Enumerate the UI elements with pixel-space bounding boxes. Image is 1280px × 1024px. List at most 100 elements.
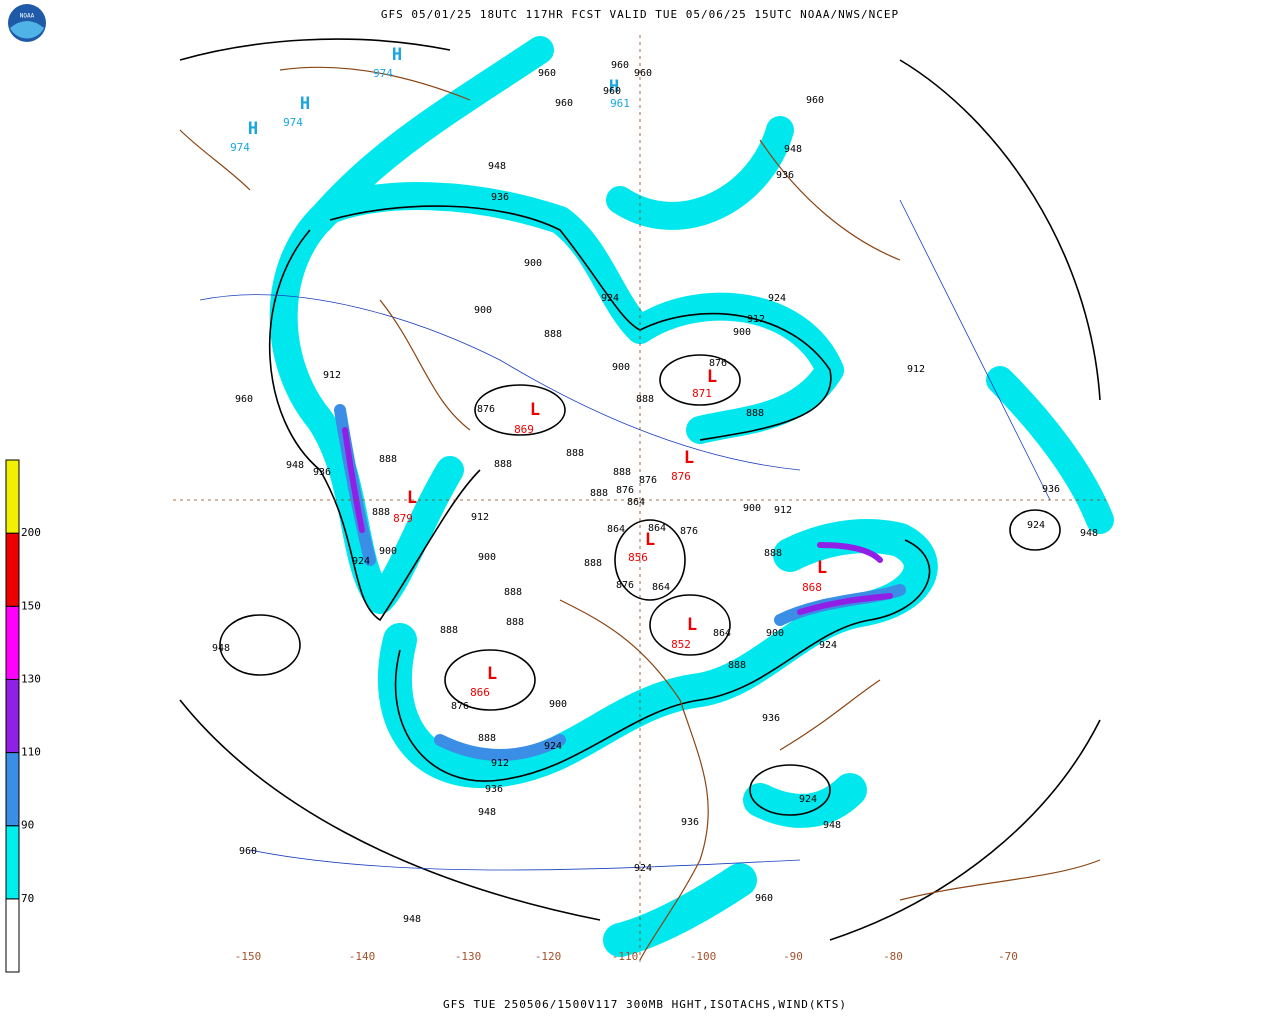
title: GFS 05/01/25 18UTC 117HR FCST VALID TUE … [381,8,899,21]
low-value: 879 [393,512,413,525]
low-symbol: L [817,558,827,578]
contour-label: 924 [634,863,652,874]
low-symbol: L [645,530,655,550]
contour-label: 936 [681,817,699,828]
low-symbol: L [487,664,497,684]
contour-label: 876 [709,358,727,369]
longitude-label: -140 [349,950,376,963]
contour-label: 864 [648,523,666,534]
low-symbol: L [407,488,417,508]
contour-label: 948 [784,144,802,155]
coastlines [179,66,1101,961]
contour-label: 936 [776,170,794,181]
high-value: 961 [610,97,630,110]
colorbar-label: 150 [21,599,41,612]
contour-label: 912 [774,505,792,516]
colorbar-bin [5,825,20,900]
low-symbol: L [707,367,717,387]
contour-label: 948 [1080,528,1098,539]
contour-label: 912 [471,512,489,523]
contour-label: 876 [616,580,634,591]
contour-label: 948 [212,643,230,654]
contour-label: 936 [762,713,780,724]
longitude-label: -110 [612,950,639,963]
low-value: 869 [514,423,534,436]
contour-label: 888 [440,625,458,636]
contour-label: 924 [1027,520,1045,531]
contour-label: 948 [403,914,421,925]
high-value: 974 [230,141,250,154]
low-symbol: L [684,448,694,468]
contour-label: 888 [566,448,584,459]
contour-label: 876 [639,475,657,486]
contour-label: 900 [474,305,492,316]
contour-label: 876 [477,404,495,415]
colorbar-bin [5,532,20,607]
contour-label: 936 [491,192,509,203]
contour-label: 960 [555,98,573,109]
high-symbol: H [300,94,310,114]
low-symbol: L [530,400,540,420]
contour-label: 924 [768,293,786,304]
contour-label: 900 [612,362,630,373]
contour-label: 948 [478,807,496,818]
longitude-label: -100 [690,950,717,963]
longitude-label: -90 [783,950,803,963]
contour-label: 876 [616,485,634,496]
contour-label: 888 [590,488,608,499]
contour-label: 876 [451,701,469,712]
contour-label: 948 [488,161,506,172]
colorbar-bin [5,898,20,973]
contour-label: 900 [478,552,496,563]
contour-label: 900 [743,503,761,514]
contour-label: 876 [680,526,698,537]
map [173,35,1114,966]
contour-label: 888 [478,733,496,744]
colorbar-label: 110 [21,746,41,759]
colorbar-label: 90 [21,819,34,832]
contour-label: 888 [372,507,390,518]
low-value: 852 [671,638,691,651]
high-symbol: H [392,45,402,65]
contour-label: 960 [611,60,629,71]
contour-label: 900 [766,628,784,639]
contour-label: 912 [907,364,925,375]
contour-label: 900 [733,327,751,338]
low-value: 876 [671,470,691,483]
contour-label: 888 [584,558,602,569]
isotach-110 [342,427,893,615]
colorbar-label: 70 [21,892,34,905]
high-symbol: H [609,77,619,97]
logo-text: NOAA [20,13,35,20]
contour-label: 888 [494,459,512,470]
graticule [173,35,1106,966]
logo: NOAA [8,4,46,42]
contour-label: 924 [799,794,817,805]
low-symbol: L [687,615,697,635]
contour-label: 900 [379,546,397,557]
colorbar-bin [5,605,20,680]
contour-label: 912 [491,758,509,769]
contour-label: 912 [323,370,341,381]
map-labels: L869L871L879L876L856L868L852L866H974H974… [212,45,1098,963]
contour-label: 888 [613,467,631,478]
low-value: 866 [470,686,490,699]
contour-label: 924 [544,741,562,752]
contour-label: 960 [538,68,556,79]
contour-label: 864 [607,524,625,535]
contour-label: 900 [549,699,567,710]
low-value: 856 [628,551,648,564]
contour-label: 960 [235,394,253,405]
contour-label: 960 [634,68,652,79]
contour-label: 924 [352,556,370,567]
footer: GFS TUE 250506/1500V117 300MB HGHT,ISOTA… [443,998,847,1011]
logo-wave [10,21,44,39]
contour-label: 936 [1042,484,1060,495]
longitude-label: -80 [883,950,903,963]
colorbar-bin [5,459,20,534]
high-value: 974 [373,67,393,80]
contour-label: 960 [603,86,621,97]
colorbar-label: 130 [21,672,41,685]
contour-label: 960 [806,95,824,106]
